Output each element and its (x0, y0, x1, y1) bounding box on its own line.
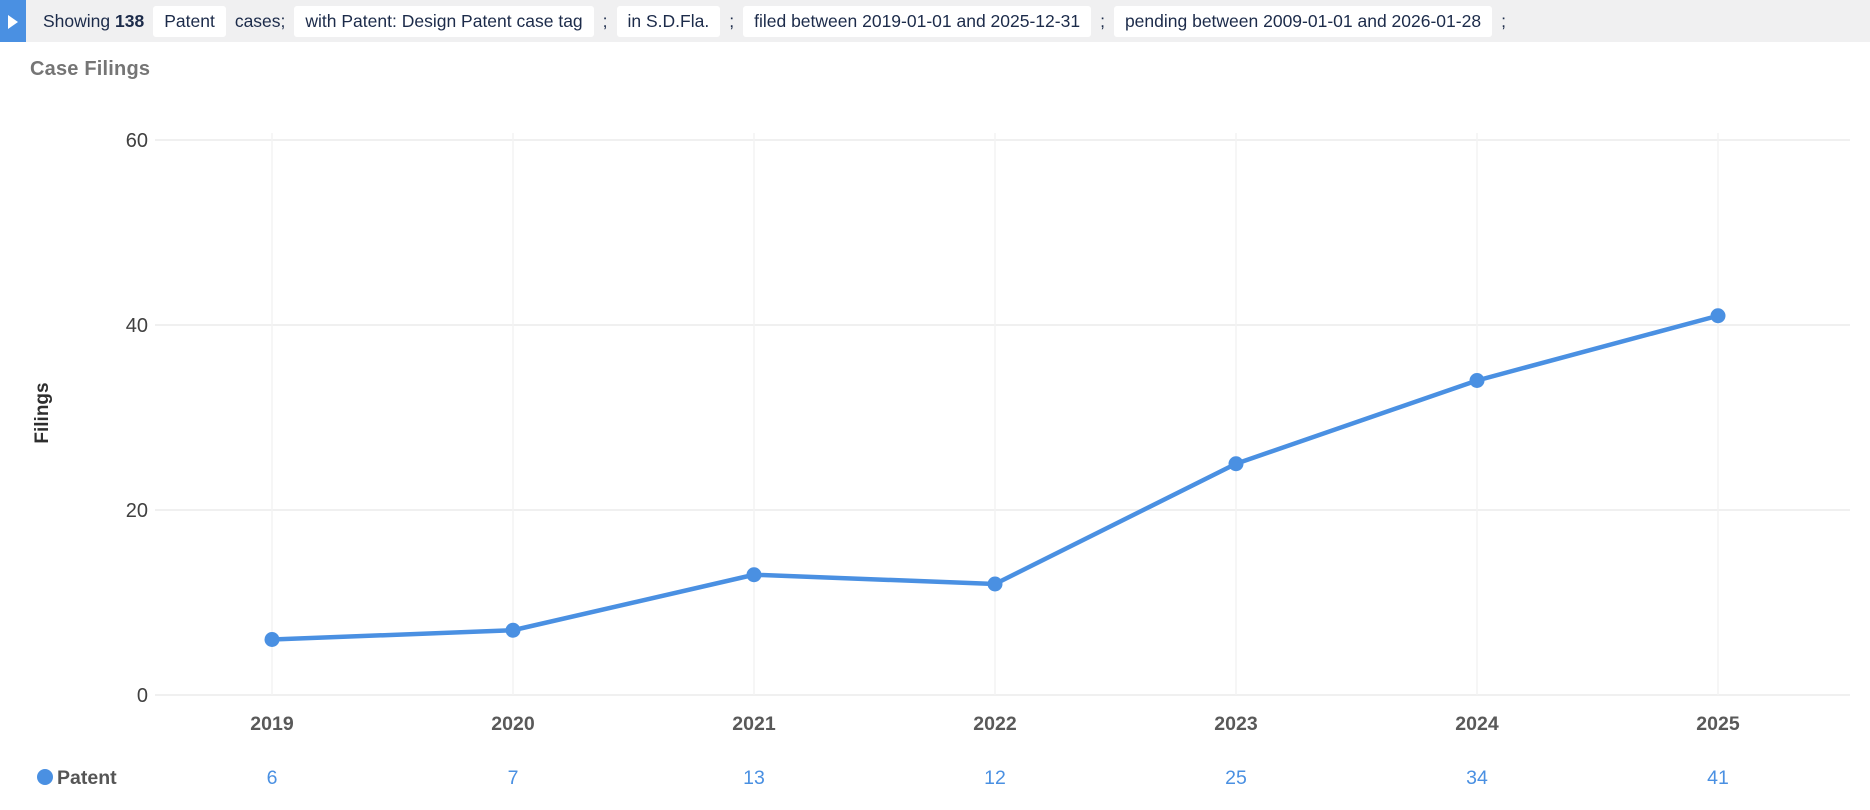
x-tick-label-2019: 2019 (250, 713, 294, 735)
legend-value-2024[interactable]: 34 (1466, 767, 1488, 789)
data-point-2020[interactable] (505, 622, 521, 638)
legend-value-2023[interactable]: 25 (1225, 767, 1247, 789)
filter-chip-case-tag[interactable]: with Patent: Design Patent case tag (294, 5, 594, 37)
showing-count: Showing 138 (43, 11, 144, 32)
legend-value-2020[interactable]: 7 (508, 767, 519, 789)
data-point-2019[interactable] (264, 632, 280, 647)
case-filings-line-chart: 0 20 40 60 Filings 2019 2020 2021 2022 2023 2024 20… (32, 130, 1850, 789)
filter-separator: ; (729, 10, 735, 31)
legend-marker-icon (37, 769, 53, 785)
y-tick-label-60: 60 (126, 130, 148, 152)
filter-separator: ; (1100, 10, 1105, 31)
legend-value-2022[interactable]: 12 (984, 767, 1006, 789)
chart-title: Case Filings (30, 58, 151, 80)
case-count: 138 (115, 10, 145, 31)
data-point-2023[interactable] (1228, 456, 1244, 472)
data-point-2021[interactable] (746, 567, 762, 583)
filter-chip-pending-range[interactable]: pending between 2009-01-01 and 2026-01-2… (1113, 5, 1493, 37)
y-tick-label-20: 20 (126, 500, 148, 522)
legend-series-label: Patent (57, 767, 117, 789)
x-tick-label-2024: 2024 (1455, 713, 1499, 735)
legend-value-2019[interactable]: 6 (267, 767, 278, 789)
filter-chip-court[interactable]: in S.D.Fla. (616, 5, 721, 37)
y-tick-label-0: 0 (137, 685, 148, 707)
expand-right-icon (8, 14, 18, 29)
x-tick-label-2025: 2025 (1696, 713, 1740, 735)
x-tick-label-2023: 2023 (1214, 713, 1258, 735)
filter-chip-case-type[interactable]: Patent (153, 5, 226, 37)
filter-separator: ; (602, 10, 608, 31)
filter-separator-cases: cases; (234, 10, 286, 31)
y-axis-label: Filings (32, 382, 53, 443)
legend-value-2021[interactable]: 13 (743, 767, 765, 789)
y-tick-label-40: 40 (126, 315, 148, 337)
filter-separator: ; (1501, 10, 1506, 31)
legend-value-2025[interactable]: 41 (1707, 767, 1729, 789)
data-point-2022[interactable] (987, 576, 1003, 592)
filter-panel-toggle-button[interactable] (0, 0, 26, 42)
x-tick-label-2021: 2021 (732, 713, 776, 735)
filter-bar: Showing 138 Patent cases; with Patent: D… (0, 0, 1870, 42)
filter-chip-filed-range[interactable]: filed between 2019-01-01 and 2025-12-31 (743, 5, 1092, 37)
x-tick-label-2020: 2020 (491, 713, 535, 735)
data-point-2024[interactable] (1469, 373, 1485, 388)
showing-label: Showing (43, 10, 111, 31)
data-point-2025[interactable] (1710, 308, 1726, 324)
x-tick-label-2022: 2022 (973, 713, 1017, 735)
